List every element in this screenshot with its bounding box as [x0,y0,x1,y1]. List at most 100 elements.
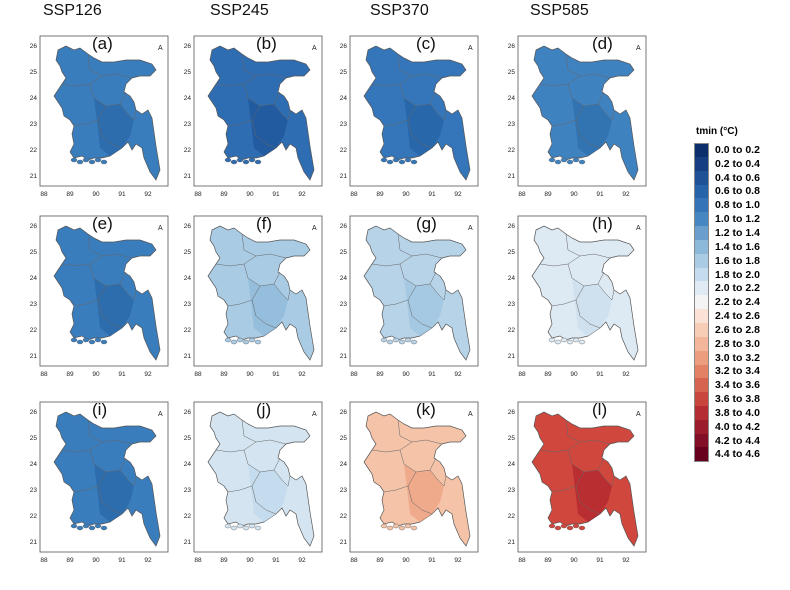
coastal-island [70,337,78,343]
map-panel: A 26 25 24 23 22 21 88 89 90 91 92 (h) [500,210,648,390]
x-tick-label: 91 [118,191,126,198]
x-tick-label: 90 [246,191,254,198]
legend-label: 2.0 to 2.2 [715,282,760,295]
y-tick-label: 24 [30,95,38,102]
y-tick-label: 21 [30,539,38,546]
y-tick-label: 24 [184,275,192,282]
map-svg: A 26 25 24 23 22 21 88 89 90 91 92 [30,35,169,198]
legend-item: 2.6 to 2.8 [694,322,790,337]
y-tick-label: 21 [184,173,192,180]
coastal-island [224,523,232,529]
division-boundary [273,283,291,301]
x-tick-label: 89 [544,371,552,378]
x-tick-label: 90 [246,557,254,564]
coastal-island [548,337,556,343]
value-patch [94,98,134,156]
x-tick-label: 89 [376,191,384,198]
division-boundary [597,103,615,121]
coastal-island [100,159,108,165]
panel-label: (h) [592,214,613,233]
legend-swatch [694,378,709,393]
coastal-island [100,339,108,345]
coastal-island [242,159,250,165]
coastal-island [82,157,90,163]
coastal-island [554,339,562,345]
y-tick-label: 25 [30,249,38,256]
division-boundary [251,119,277,149]
division-boundary [273,103,291,121]
y-tick-label: 25 [184,435,192,442]
map-panel: A 26 25 24 23 22 21 88 89 90 91 92 (k) [332,396,480,576]
legend-item: 4.4 to 4.6 [694,447,790,462]
map-svg: A 26 25 24 23 22 21 88 89 90 91 92 [508,215,647,378]
x-tick-label: 92 [622,191,630,198]
y-tick-label: 23 [340,301,348,308]
map-svg: A 26 25 24 23 22 21 88 89 90 91 92 [30,215,169,378]
coastal-island [572,337,580,343]
north-arrow-icon: A [636,225,641,232]
legend-swatch [694,433,709,448]
x-tick-label: 90 [402,191,410,198]
x-tick-label: 88 [194,191,202,198]
legend-swatch [694,322,709,337]
x-tick-label: 91 [118,371,126,378]
coastal-island [404,337,412,343]
y-tick-label: 24 [508,275,516,282]
x-tick-label: 88 [40,191,48,198]
coastal-island [410,159,418,165]
north-arrow-icon: A [158,45,163,52]
map-svg: A 26 25 24 23 22 21 88 89 90 91 92 [340,35,479,198]
x-tick-label: 90 [570,371,578,378]
coastal-island [94,523,102,529]
x-tick-label: 92 [622,371,630,378]
x-tick-label: 88 [350,191,358,198]
division-boundary [227,285,261,307]
coastal-island [224,157,232,163]
x-tick-label: 92 [144,371,152,378]
coastal-island [380,337,388,343]
legend-label: 0.2 to 0.4 [715,157,760,170]
panel-label: (i) [92,400,108,419]
x-tick-label: 88 [194,557,202,564]
legend-swatch [694,392,709,407]
legend-swatch [694,281,709,296]
division-boundary [73,105,107,127]
legend-label: 2.6 to 2.8 [715,323,760,336]
coastal-island [254,159,262,165]
coastal-island [410,339,418,345]
division-boundary [97,119,123,149]
y-tick-label: 26 [184,43,192,50]
division-boundary [73,471,107,493]
coastal-island [254,525,262,531]
legend-item: 4.0 to 4.2 [694,419,790,434]
division-boundary [97,299,123,329]
legend-item: 1.2 to 1.4 [694,226,790,240]
map-panel: A 26 25 24 23 22 21 88 89 90 91 92 (i) [22,396,170,576]
coastal-island [578,339,586,345]
division-boundary [597,469,615,487]
legend-label: 0.4 to 0.6 [715,171,760,184]
division-boundary [551,471,585,493]
division-boundary [215,441,257,453]
x-tick-label: 92 [622,557,630,564]
map-svg: A 26 25 24 23 22 21 88 89 90 91 92 [340,401,479,564]
x-tick-label: 89 [66,557,74,564]
coastal-island [76,159,84,165]
coastal-island [88,159,96,165]
y-tick-label: 22 [30,327,38,334]
y-tick-label: 25 [340,69,348,76]
coastal-island [578,159,586,165]
x-tick-label: 90 [92,191,100,198]
value-patch [572,464,612,522]
division-boundary [383,285,417,307]
legend-item: 4.2 to 4.4 [694,433,790,448]
y-tick-label: 21 [340,539,348,546]
y-tick-label: 22 [30,147,38,154]
x-tick-label: 92 [298,557,306,564]
legend-label: 4.4 to 4.6 [715,448,760,461]
x-tick-label: 88 [350,557,358,564]
panel-label: (l) [592,400,608,419]
y-tick-label: 22 [184,327,192,334]
north-arrow-icon: A [468,45,473,52]
y-tick-label: 21 [30,173,38,180]
